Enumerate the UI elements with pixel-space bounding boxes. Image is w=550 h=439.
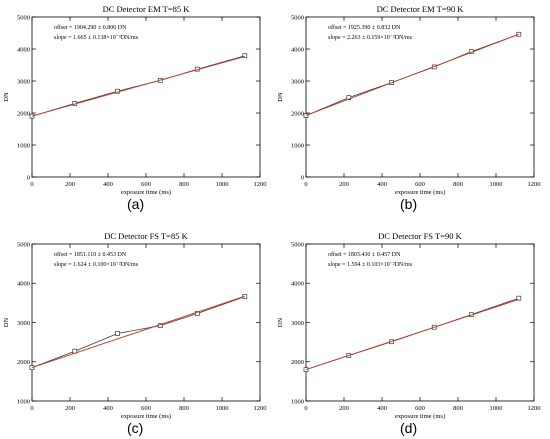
x-tick-label-d-3: 600: [415, 405, 425, 412]
annotation-d-0: offset = 1803.430 ± 0.457 DN: [328, 251, 401, 258]
panel-label-a: (a): [127, 196, 145, 212]
chart-title-d: DC Detector FS T=90 K: [378, 231, 462, 241]
y-tick-label-d-2: 3000: [291, 320, 304, 327]
data-point-b-1: [346, 95, 352, 100]
x-tick-label-c-3: 600: [141, 405, 151, 412]
y-tick-label-b-3: 3000: [291, 78, 304, 85]
x-tick-label-b-6: 1200: [528, 181, 541, 188]
fit-line-a: [31, 55, 245, 117]
data-point-d-0: [303, 367, 309, 372]
panel-label-b: (b): [400, 196, 418, 212]
data-point-b-5: [516, 31, 522, 37]
y-axis-label-b: DN: [277, 92, 284, 102]
x-axis-label-a: exposure time (ms): [121, 189, 171, 196]
x-tick-label-c-5: 1000: [216, 405, 229, 412]
y-tick-label-a-4: 4000: [17, 46, 30, 53]
data-point-a-0: [29, 113, 35, 119]
annotation-b-1: slope = 2.263 ± 0.159×10⁻²DN/ms: [328, 35, 413, 41]
annotation-c-0: offset = 1851.110 ± 0.453 DN: [54, 251, 127, 258]
x-tick-label-b-2: 400: [377, 181, 387, 188]
y-tick-label-d-1: 2000: [291, 359, 304, 366]
x-tick-label-b-1: 200: [339, 181, 349, 188]
y-tick-label-a-3: 3000: [17, 78, 30, 85]
chart-title-a: DC Detector EM T=85 K: [103, 4, 191, 14]
y-tick-label-d-4: 5000: [291, 241, 304, 248]
y-axis-label-a: DN: [3, 92, 10, 102]
data-point-c-4: [194, 311, 200, 316]
x-tick-label-a-4: 800: [179, 181, 189, 188]
x-tick-label-d-5: 1000: [490, 405, 503, 412]
y-tick-label-b-2: 2000: [291, 110, 304, 117]
annotation-c-1: slope = 1.624 ± 0.100×10⁻²DN/ms: [54, 262, 139, 268]
x-tick-label-a-5: 1000: [216, 181, 229, 188]
x-tick-label-d-1: 200: [339, 405, 349, 412]
data-point-c-0: [29, 365, 35, 370]
x-tick-label-a-0: 0: [30, 181, 33, 188]
x-tick-label-b-0: 0: [304, 181, 307, 188]
x-tick-label-d-6: 1200: [528, 405, 541, 412]
y-tick-label-b-4: 4000: [291, 46, 304, 53]
x-tick-label-d-2: 400: [377, 405, 387, 412]
x-tick-label-c-1: 200: [65, 405, 75, 412]
y-tick-label-d-0: 1000: [291, 398, 304, 405]
fit-line-d: [305, 298, 519, 370]
y-tick-label-c-2: 3000: [17, 320, 30, 327]
y-tick-label-b-0: 0: [301, 174, 304, 181]
chart-title-b: DC Detector EM T=90 K: [377, 4, 465, 14]
y-tick-label-c-3: 4000: [17, 281, 30, 288]
y-tick-label-d-3: 4000: [291, 281, 304, 288]
y-tick-label-c-4: 5000: [17, 241, 30, 248]
x-tick-label-b-3: 600: [415, 181, 425, 188]
x-tick-label-b-5: 1000: [490, 181, 503, 188]
y-tick-label-a-5: 5000: [17, 14, 30, 21]
data-line-c: [31, 296, 245, 368]
x-tick-label-c-0: 0: [30, 405, 33, 412]
x-axis-label-b: exposure time (ms): [395, 189, 445, 196]
x-tick-label-d-0: 0: [304, 405, 307, 412]
panel-label-c: (c): [127, 420, 144, 436]
fit-line-c: [31, 295, 245, 369]
data-point-a-5: [242, 53, 248, 59]
chart-title-c: DC Detector FS T=85 K: [104, 231, 188, 241]
y-tick-label-b-1: 1000: [291, 142, 304, 149]
annotation-b-0: offset = 1925.390 ± 0.832 DN: [328, 24, 401, 31]
x-axis-label-d: exposure time (ms): [395, 413, 445, 420]
y-axis-label-c: DN: [3, 318, 10, 328]
x-tick-label-c-2: 400: [103, 405, 113, 412]
fit-line-b: [305, 33, 519, 116]
y-tick-label-a-1: 1000: [17, 142, 30, 149]
y-tick-label-a-0: 0: [27, 174, 30, 181]
y-tick-label-c-1: 2000: [17, 359, 30, 366]
y-tick-label-c-0: 1000: [17, 398, 30, 405]
x-tick-label-c-6: 1200: [254, 405, 267, 412]
x-axis-label-c: exposure time (ms): [121, 413, 171, 420]
x-tick-label-b-4: 800: [453, 181, 463, 188]
x-tick-label-c-4: 800: [179, 405, 189, 412]
annotation-a-0: offset = 1904.290 ± 0.806 DN: [54, 24, 127, 31]
plot-frame-a: [31, 16, 261, 178]
annotation-d-1: slope = 1.594 ± 0.103×10⁻²DN/ms: [328, 262, 413, 268]
y-axis-label-d: DN: [277, 318, 284, 328]
x-tick-label-a-3: 600: [141, 181, 151, 188]
panel-label-d: (d): [400, 420, 418, 436]
x-tick-label-a-6: 1200: [254, 181, 267, 188]
data-point-b-0: [303, 113, 309, 118]
annotation-a-1: slope = 1.665 ± 0.138×10⁻²DN/ms: [54, 35, 139, 41]
data-point-c-2: [115, 331, 120, 336]
data-point-d-5: [516, 295, 522, 301]
x-tick-label-a-1: 200: [65, 181, 75, 188]
x-tick-label-a-2: 400: [103, 181, 113, 188]
y-tick-label-b-5: 5000: [291, 14, 304, 21]
y-tick-label-a-2: 2000: [17, 110, 30, 117]
x-tick-label-d-4: 800: [453, 405, 463, 412]
